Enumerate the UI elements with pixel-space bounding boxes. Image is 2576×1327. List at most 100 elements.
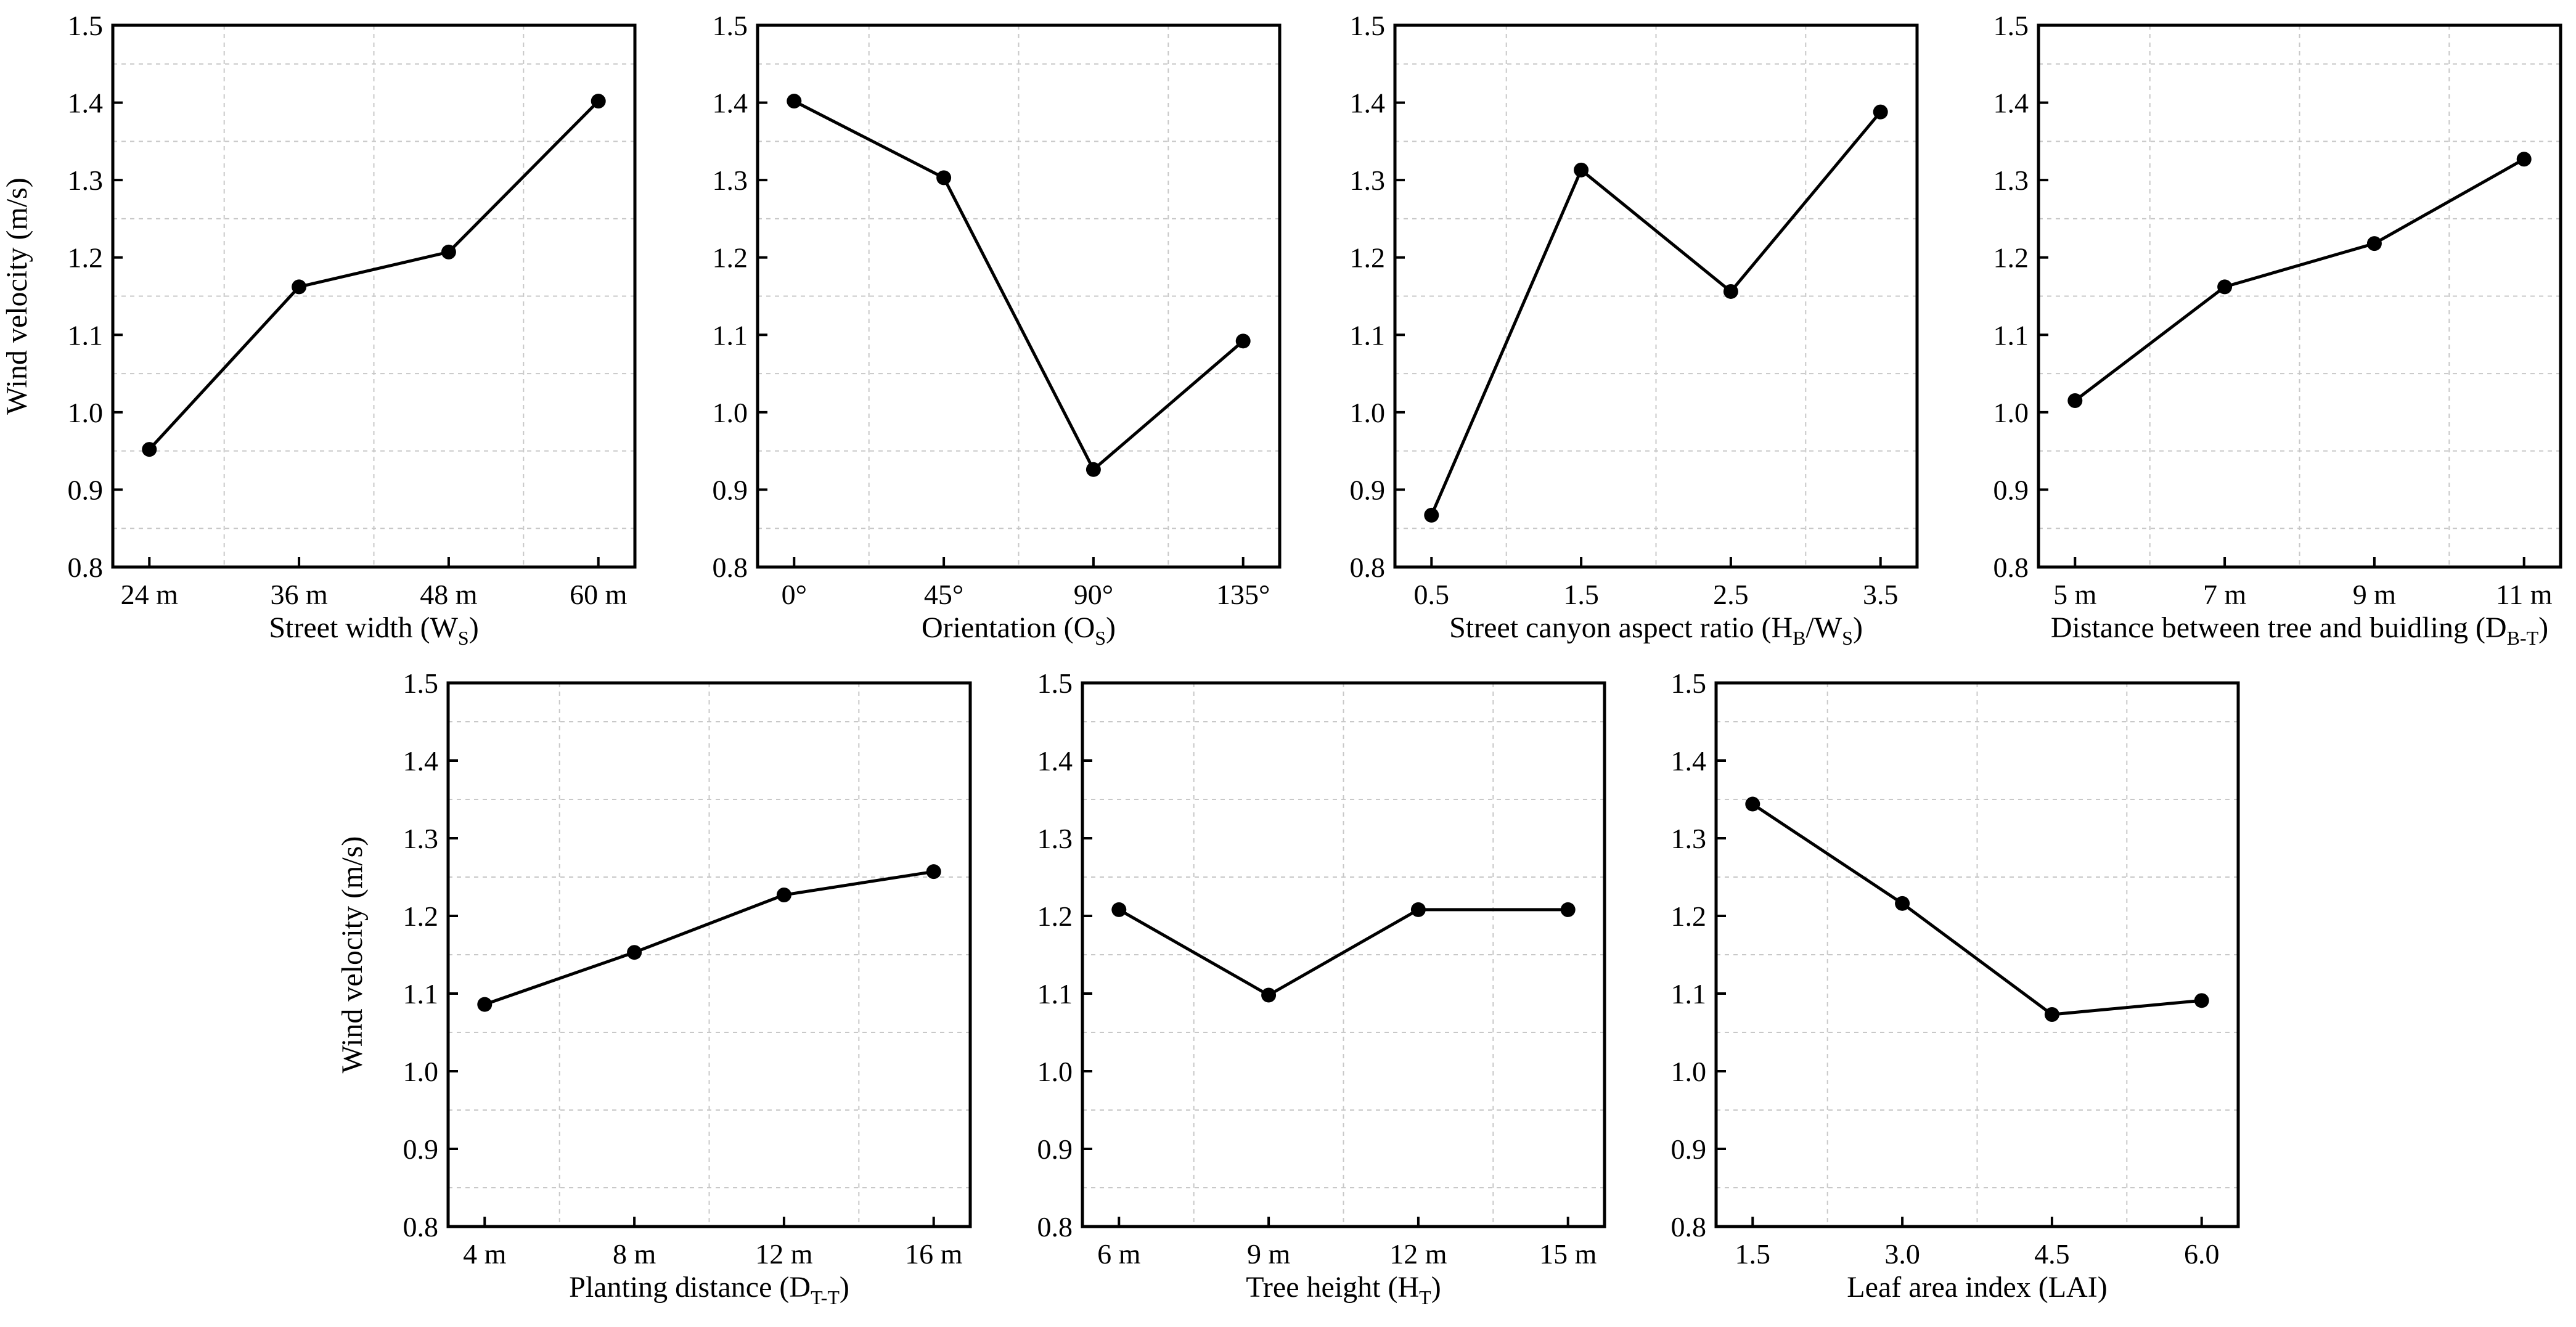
x-tick-label: 6 m (1097, 1238, 1141, 1270)
y-tick-label: 1.0 (403, 1056, 439, 1087)
x-tick-label: 135° (1216, 579, 1270, 610)
x-axis-title-subscript: T (1419, 1286, 1431, 1309)
x-axis-title-text: Leaf area index (LAI) (1847, 1271, 2107, 1304)
x-tick-label: 45° (924, 579, 963, 610)
y-tick-label: 1.4 (1671, 745, 1707, 777)
data-point (1235, 333, 1251, 349)
data-point (2516, 152, 2532, 167)
x-axis-title-text: Street width (W (269, 611, 458, 644)
x-axis-title-text: Street canyon aspect ratio (H (1449, 611, 1793, 644)
y-tick-label: 1.5 (1037, 668, 1073, 699)
data-point (2217, 279, 2233, 295)
x-tick-label: 16 m (905, 1238, 963, 1270)
x-axis-title: Street width (WS) (269, 611, 478, 649)
y-tick-label: 0.8 (713, 552, 748, 583)
y-tick-label: 0.8 (1993, 552, 2029, 583)
panel-1: 0.8 0.9 1.0 1.1 1.2 1.3 1.4 1.5 24 m 36 m 48 m 60 m… (1, 10, 637, 649)
x-axis-title: Orientation (OS) (922, 611, 1116, 649)
x-tick-label: 12 m (1389, 1238, 1447, 1270)
plot-frame (111, 23, 637, 569)
series-line (1430, 110, 1882, 516)
y-tick-label: 1.4 (1993, 88, 2029, 119)
y-tick-label: 1.1 (713, 319, 748, 351)
y-tick-label: 1.5 (1350, 10, 1386, 41)
y-tick-label: 0.8 (1671, 1211, 1707, 1243)
y-tick-label: 1.2 (1671, 900, 1707, 932)
y-tick-label: 1.3 (1671, 823, 1707, 854)
data-point (477, 997, 493, 1012)
x-axis-title-text: ) (1106, 611, 1116, 644)
x-tick-label: 1.5 (1735, 1238, 1771, 1270)
x-axis-title: Distance between tree and buidling (DB-T… (2051, 611, 2548, 649)
x-axis-title: Street canyon aspect ratio (HB/WS) (1449, 611, 1863, 649)
y-tick-label: 1.4 (1350, 88, 1386, 119)
y-tick-label: 1.0 (1037, 1056, 1073, 1087)
data-point (787, 94, 802, 109)
data-point (1895, 896, 1910, 911)
y-tick-label: 1.0 (1671, 1056, 1707, 1087)
plot-frame (1081, 681, 1606, 1228)
x-tick-label: 36 m (270, 579, 328, 610)
y-tick-label: 0.9 (1037, 1133, 1073, 1165)
x-axis-title-subscript: S (1842, 627, 1853, 649)
data-point (1873, 104, 1888, 120)
y-tick-label: 0.9 (713, 474, 748, 505)
panel-4: 0.8 0.9 1.0 1.1 1.2 1.3 1.4 1.5 5 m 7 m 9 m 11 mDis… (1993, 10, 2562, 649)
data-point (2366, 236, 2382, 251)
y-tick-label: 0.8 (68, 552, 104, 583)
x-tick-label: 9 m (1247, 1238, 1291, 1270)
y-tick-label: 0.8 (403, 1211, 439, 1243)
y-tick-label: 0.9 (68, 474, 104, 505)
data-point (441, 244, 456, 259)
panel-5: 0.8 0.9 1.0 1.1 1.2 1.3 1.4 1.5 4 m 8 m 12 m 16 m Pl… (336, 668, 972, 1309)
y-tick-label: 1.2 (68, 242, 104, 274)
data-point (926, 864, 941, 880)
x-axis-title-subscript: S (458, 627, 469, 649)
data-point (2067, 393, 2083, 409)
plot-frame (1393, 23, 1919, 569)
y-axis-title: Wind velocity (m/s) (336, 836, 369, 1074)
data-point (1723, 284, 1738, 299)
x-axis-title-text: ) (1853, 611, 1863, 644)
x-axis-title-subscript: S (1095, 627, 1106, 649)
x-tick-label: 90° (1074, 579, 1113, 610)
y-tick-label: 1.4 (1037, 745, 1073, 777)
data-point (1111, 902, 1127, 917)
data-point (1574, 162, 1589, 178)
x-axis-title: Tree height (HT) (1246, 1271, 1441, 1309)
x-tick-label: 0.5 (1414, 579, 1450, 610)
series-line (1751, 802, 2202, 1016)
x-axis-title-text: /W (1806, 611, 1842, 644)
panel-7: 0.8 0.9 1.0 1.1 1.2 1.3 1.4 1.5 1.5 3.0 4.5 6.0 Leaf… (1671, 668, 2240, 1304)
series-line (148, 100, 600, 451)
y-tick-label: 1.2 (1993, 242, 2029, 274)
x-tick-label: 3.0 (1884, 1238, 1920, 1270)
data-point (1410, 902, 1426, 917)
y-tick-label: 1.3 (1037, 823, 1073, 854)
x-axis-title-text: Orientation (O (922, 611, 1095, 644)
series-line (793, 99, 1245, 472)
plot-frame (2037, 23, 2562, 569)
y-tick-label: 1.0 (68, 397, 104, 428)
y-tick-label: 1.3 (713, 165, 748, 196)
x-axis-title-subscript: B-T (2507, 627, 2539, 649)
y-tick-label: 0.9 (1350, 474, 1386, 505)
y-tick-label: 1.1 (68, 319, 104, 351)
y-tick-label: 1.3 (1993, 165, 2029, 196)
series-line (484, 870, 934, 1006)
y-tick-label: 1.5 (1993, 10, 2029, 41)
y-tick-label: 1.5 (1671, 668, 1707, 699)
data-point (627, 945, 642, 960)
y-tick-label: 1.2 (403, 900, 439, 932)
y-tick-label: 1.1 (1350, 319, 1386, 351)
data-point (142, 442, 157, 457)
data-point (1261, 987, 1277, 1003)
y-tick-label: 1.0 (1350, 397, 1386, 428)
x-tick-label: 4.5 (2034, 1238, 2070, 1270)
y-tick-label: 1.5 (403, 668, 439, 699)
x-axis-title-text: Planting distance (D (569, 1271, 811, 1304)
x-tick-label: 24 m (121, 579, 179, 610)
panel-3: 0.80.91.01.11.21.31.41.50.5 1.5 2.5 3.5Stre… (1350, 10, 1919, 649)
x-tick-label: 2.5 (1713, 579, 1749, 610)
